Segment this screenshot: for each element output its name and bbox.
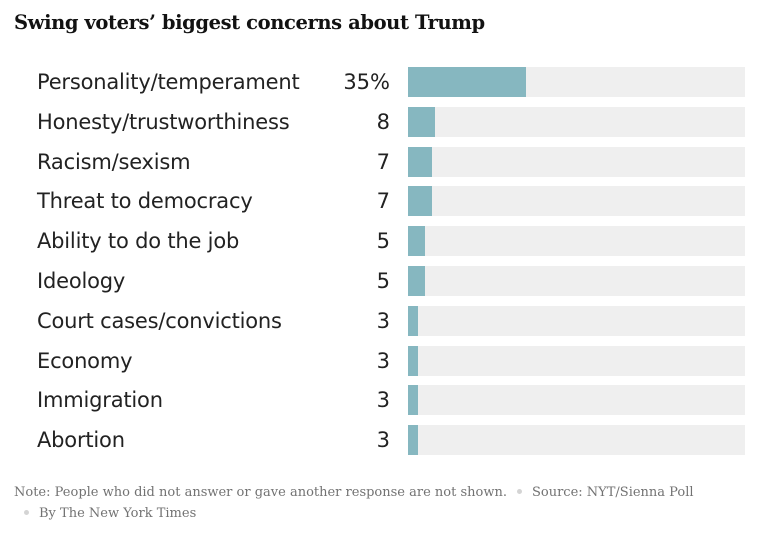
value-label: 3 bbox=[376, 428, 390, 452]
byline-text: By The New York Times bbox=[39, 506, 197, 521]
bar bbox=[408, 147, 432, 177]
source-text: Source: NYT/Sienna Poll bbox=[531, 485, 694, 500]
category-label: Ability to do the job bbox=[37, 229, 240, 253]
value-label: 35% bbox=[343, 70, 390, 94]
bar-track bbox=[408, 147, 745, 177]
value-label: 3 bbox=[376, 349, 390, 373]
category-label: Honesty/trustworthiness bbox=[37, 110, 290, 134]
bar bbox=[408, 226, 425, 256]
value-label: 3 bbox=[376, 309, 390, 333]
category-label: Threat to democracy bbox=[37, 189, 253, 213]
footnote: Note: People who did not answer or gave … bbox=[14, 482, 714, 524]
bar bbox=[408, 385, 418, 415]
bar bbox=[408, 306, 418, 336]
bar-track bbox=[408, 107, 745, 137]
separator-dot bbox=[24, 510, 29, 515]
bar-track bbox=[408, 306, 745, 336]
chart-title: Swing voters’ biggest concerns about Tru… bbox=[14, 11, 485, 34]
separator-dot bbox=[516, 489, 522, 494]
category-label: Racism/sexism bbox=[37, 150, 191, 174]
note-text: Note: People who did not answer or gave … bbox=[14, 485, 507, 500]
bar bbox=[408, 346, 418, 376]
bar bbox=[408, 186, 432, 216]
bar bbox=[408, 67, 526, 97]
category-label: Immigration bbox=[37, 388, 163, 412]
value-label: 8 bbox=[376, 110, 390, 134]
category-label: Ideology bbox=[37, 269, 126, 293]
value-label: 7 bbox=[376, 150, 390, 174]
bar-track bbox=[408, 346, 745, 376]
bar-track bbox=[408, 385, 745, 415]
bar bbox=[408, 107, 435, 137]
category-label: Abortion bbox=[37, 428, 125, 452]
value-label: 5 bbox=[376, 269, 390, 293]
value-label: 3 bbox=[376, 388, 390, 412]
bar-track bbox=[408, 67, 745, 97]
bar-track bbox=[408, 266, 745, 296]
category-label: Court cases/convictions bbox=[37, 309, 282, 333]
category-label: Economy bbox=[37, 349, 133, 373]
value-label: 7 bbox=[376, 189, 390, 213]
value-label: 5 bbox=[376, 229, 390, 253]
bar-track bbox=[408, 186, 745, 216]
bar-track bbox=[408, 425, 745, 455]
category-label: Personality/temperament bbox=[37, 70, 300, 94]
bar bbox=[408, 266, 425, 296]
bar-track bbox=[408, 226, 745, 256]
bar bbox=[408, 425, 418, 455]
